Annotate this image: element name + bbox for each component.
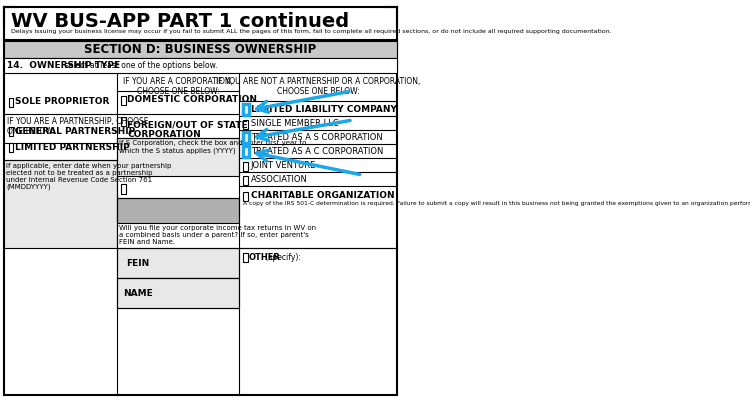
Bar	[121, 184, 126, 194]
Text: Will you file your corporate income tax returns in WV on
a combined basis under : Will you file your corporate income tax …	[118, 225, 316, 245]
Text: TREATED AS A C CORPORATION: TREATED AS A C CORPORATION	[251, 147, 383, 156]
Bar	[121, 96, 125, 105]
Text: 14.  OWNERSHIP TYPE: 14. OWNERSHIP TYPE	[8, 61, 121, 70]
Bar	[243, 192, 248, 201]
Text: LIMITED PARTNERSHIP: LIMITED PARTNERSHIP	[15, 143, 130, 152]
Bar	[121, 117, 125, 126]
Bar	[116, 278, 239, 308]
Text: OTHER: OTHER	[249, 253, 281, 262]
Bar	[243, 132, 249, 143]
Text: IF YOU ARE A CORPORATION,
CHOOSE ONE BELOW:: IF YOU ARE A CORPORATION, CHOOSE ONE BEL…	[123, 77, 233, 96]
Text: DOMESTIC CORPORATION: DOMESTIC CORPORATION	[128, 96, 257, 104]
Text: FEIN: FEIN	[126, 258, 149, 268]
Text: A copy of the IRS 501-C determination is required. Failure to submit a copy will: A copy of the IRS 501-C determination is…	[243, 201, 750, 206]
Text: GENERAL PARTNERSHIP: GENERAL PARTNERSHIP	[15, 127, 135, 135]
Text: (specify):: (specify):	[263, 253, 301, 262]
Bar	[243, 104, 249, 115]
Text: CHARITABLE ORGANIZATION: CHARITABLE ORGANIZATION	[251, 191, 394, 201]
Text: JOINT VENTURE: JOINT VENTURE	[251, 162, 316, 170]
Bar	[243, 176, 248, 185]
Text: If applicable, enter date when your partnership
elected not to be treated as a p: If applicable, enter date when your part…	[7, 163, 172, 191]
Bar	[116, 198, 239, 223]
Bar	[116, 138, 239, 176]
Text: FOREIGN/OUT OF STATE
CORPORATION: FOREIGN/OUT OF STATE CORPORATION	[128, 120, 248, 139]
Text: SECTION D: BUSINESS OWNERSHIP: SECTION D: BUSINESS OWNERSHIP	[84, 43, 316, 56]
Text: select at least one of the options below.: select at least one of the options below…	[60, 61, 217, 70]
Bar	[243, 253, 248, 262]
Bar	[243, 120, 248, 129]
Text: ASSOCIATION: ASSOCIATION	[251, 175, 308, 185]
Bar	[8, 143, 14, 152]
Bar	[4, 160, 116, 248]
Bar	[243, 162, 248, 171]
Bar	[4, 41, 397, 58]
Text: If S Corporation, check the box and enter first year to
which the S status appli: If S Corporation, check the box and ente…	[118, 140, 306, 154]
Text: Delays issuing your business license may occur if you fail to submit ALL the pag: Delays issuing your business license may…	[10, 29, 611, 34]
Text: LIMITED LIABILITY COMPANY: LIMITED LIABILITY COMPANY	[251, 106, 397, 114]
Bar	[116, 248, 239, 278]
Text: IF YOU ARE A PARTNERSHIP, CHOOSE
ONE BELOW:: IF YOU ARE A PARTNERSHIP, CHOOSE ONE BEL…	[8, 117, 149, 136]
Text: NAME: NAME	[123, 289, 153, 297]
Bar	[4, 58, 397, 73]
Bar	[8, 127, 14, 136]
Bar	[243, 146, 249, 157]
Text: SOLE PROPRIETOR: SOLE PROPRIETOR	[15, 98, 110, 106]
Text: SINGLE MEMBER LLC: SINGLE MEMBER LLC	[251, 120, 338, 129]
Text: IF YOU ARE NOT A PARTNERSHIP OR A CORPORATION,
CHOOSE ONE BELOW:: IF YOU ARE NOT A PARTNERSHIP OR A CORPOR…	[216, 77, 420, 96]
Text: TREATED AS A S CORPORATION: TREATED AS A S CORPORATION	[251, 133, 382, 143]
Bar	[8, 98, 14, 107]
Text: WV BUS-APP PART 1 continued: WV BUS-APP PART 1 continued	[10, 12, 349, 31]
